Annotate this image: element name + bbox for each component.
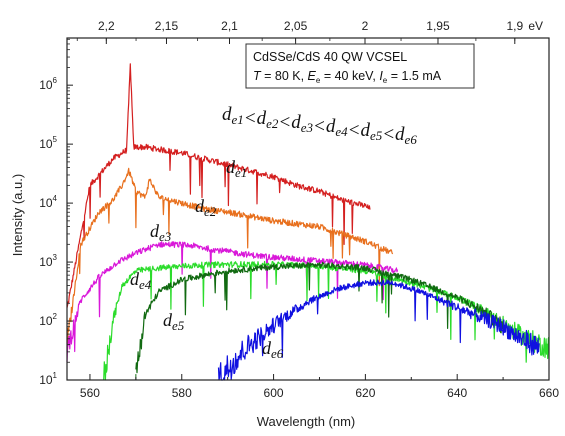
y-tick-label: 105	[39, 135, 57, 151]
top-tick-label: 2,1	[221, 19, 238, 33]
series-label-de3: de3	[150, 221, 172, 244]
series-label-de1: de1	[226, 157, 247, 180]
legend-frame	[245, 43, 475, 89]
x-axis-title: Wavelength (nm)	[257, 414, 356, 429]
legend-conditions: T = 80 K, Ee = 40 keV, Ie = 1.5 mA	[253, 69, 442, 85]
y-tick-label: 102	[39, 312, 57, 328]
plot-frame	[66, 37, 550, 381]
top-axis-unit: eV	[528, 19, 543, 33]
x-tick-label: 620	[355, 386, 375, 400]
y-axis-title: Intensity (a.u.)	[10, 174, 25, 256]
series-line-de5	[135, 261, 504, 374]
x-tick-label: 660	[539, 386, 559, 400]
series-label-de6: de6	[262, 338, 284, 361]
series-layer	[66, 63, 550, 381]
series-line-de6	[217, 279, 540, 381]
tick-labels-group: 560 580 600 620 640 660 101 102 103 104 105 106 2,2 2…	[39, 19, 559, 400]
series-labels: de1 de2 de3 de4 de5 de6	[130, 157, 284, 361]
legend-title: CdSSe/CdS 40 QW VCSEL	[253, 50, 407, 64]
top-tick-label: 2	[362, 19, 369, 33]
series-line-de1	[66, 63, 371, 308]
ticks-group	[67, 38, 550, 381]
plot-frame-group	[66, 37, 550, 381]
y-tick-label: 104	[39, 194, 57, 210]
top-tick-label: 1,95	[426, 19, 450, 33]
x-tick-label: 580	[172, 386, 192, 400]
series-line-de3	[66, 241, 399, 362]
y-tick-label: 101	[39, 371, 57, 387]
top-tick-label: 2,2	[98, 19, 115, 33]
top-tick-label: 1,9	[506, 19, 523, 33]
series-line-de2	[66, 167, 394, 353]
series-label-de2: de2	[195, 196, 217, 219]
x-tick-label: 600	[264, 386, 284, 400]
y-tick-label: 103	[39, 253, 57, 269]
x-tick-label: 640	[447, 386, 467, 400]
thickness-relation: de1<de2<de3<de4<de5<de6	[222, 104, 417, 147]
top-tick-label: 2,05	[284, 19, 308, 33]
y-tick-label: 106	[39, 76, 57, 92]
top-tick-label: 2,15	[155, 19, 179, 33]
legend-box: CdSSe/CdS 40 QW VCSEL T = 80 K, Ee = 40 …	[245, 43, 475, 89]
series-label-de4: de4	[130, 269, 152, 292]
x-tick-label: 560	[80, 386, 100, 400]
series-label-de5: de5	[163, 310, 185, 333]
